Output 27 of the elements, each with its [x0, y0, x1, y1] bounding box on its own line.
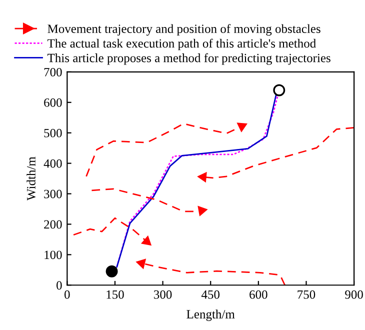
x-tick-label: 300: [154, 290, 172, 299]
y-tick-label: 700: [44, 68, 62, 76]
x-tick-label: 0: [64, 290, 70, 299]
legend-label: The actual task execution path of this article's method: [48, 38, 316, 50]
point: [273, 84, 286, 96]
x-tick-label: 600: [250, 290, 268, 299]
legend-label: This article proposes a method for predicting trajectories: [48, 53, 330, 65]
y-tick-label: 300: [44, 190, 62, 198]
point: [106, 265, 118, 278]
y-tick-label: 100: [44, 250, 62, 260]
point: [140, 235, 152, 246]
x-tick-label: 900: [345, 290, 363, 299]
y-tick-label: 400: [44, 159, 62, 168]
x-tick-label: 150: [106, 290, 124, 299]
x-axis-title: Length/m: [186, 310, 235, 322]
point: [236, 122, 248, 132]
x-tick-label: 450: [201, 290, 220, 299]
point: [197, 172, 207, 183]
x-tick-label: 750: [298, 290, 316, 299]
y-axis-title: Width/m: [26, 156, 36, 200]
y-tick-label: 0: [56, 281, 62, 290]
y-tick-label: 500: [44, 128, 62, 138]
y-tick-label: 200: [44, 220, 62, 229]
legend-label: Movement trajectory and position of moving obstacles: [48, 24, 320, 36]
point: [136, 258, 146, 270]
y-tick-label: 600: [44, 98, 62, 107]
point: [198, 206, 208, 216]
